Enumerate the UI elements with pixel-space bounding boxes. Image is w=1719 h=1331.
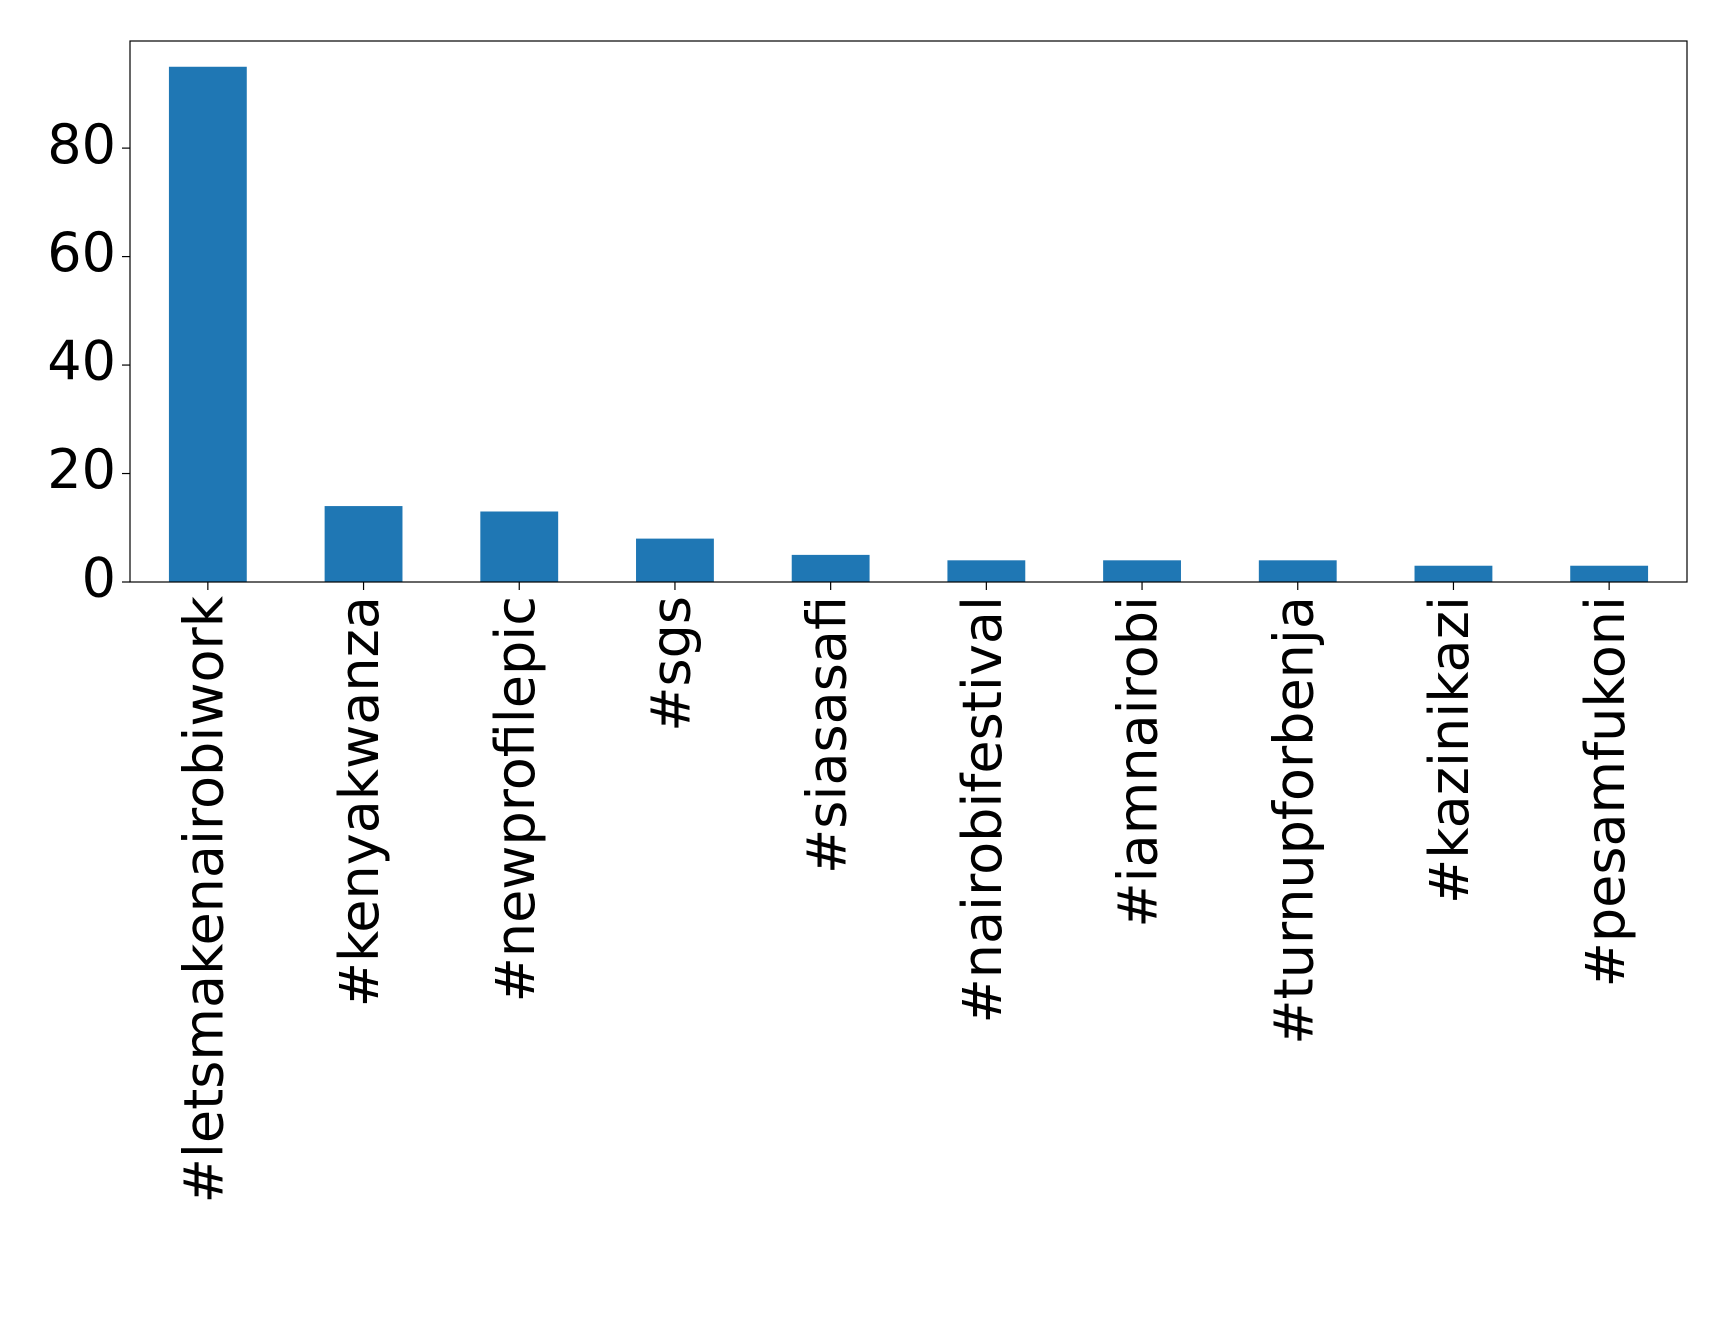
bar (168, 66, 247, 582)
x-tick-label: #siasasafi (795, 596, 858, 874)
y-tick-label: 80 (47, 113, 116, 176)
x-tick-label: #pesamfukoni (1574, 596, 1637, 987)
y-tick-label: 0 (82, 547, 116, 610)
bar (1103, 560, 1181, 582)
bar (791, 554, 870, 582)
bar (1570, 565, 1649, 582)
plot-frame (129, 40, 1688, 583)
x-tick-label: #iamnairobi (1107, 596, 1170, 928)
bar (480, 511, 559, 582)
bar (324, 506, 403, 582)
bar (947, 560, 1026, 582)
y-tick-label: 40 (47, 330, 116, 393)
bar (1258, 560, 1337, 582)
x-tick-label: #kenyakwanza (328, 596, 391, 1007)
x-tick-label: #turnupforbenja (1262, 596, 1325, 1045)
y-tick-label: 20 (47, 438, 116, 501)
bar (636, 538, 714, 582)
x-tick-label: #kazinikazi (1418, 596, 1481, 904)
x-tick-label: #nairobifestival (951, 596, 1014, 1024)
bar (1414, 565, 1493, 582)
x-tick-label: #sgs (640, 596, 703, 732)
x-tick-label: #letsmakenairobiwork (172, 595, 235, 1203)
x-tick-label: #newprofilepic (484, 596, 547, 1002)
y-tick-label: 60 (47, 221, 116, 284)
